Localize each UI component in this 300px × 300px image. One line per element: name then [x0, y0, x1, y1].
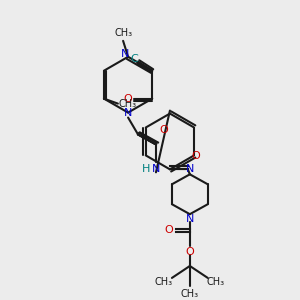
Text: CH₃: CH₃ [114, 28, 132, 38]
Text: O: O [160, 125, 168, 136]
Text: CH₃: CH₃ [207, 277, 225, 287]
Text: CH₃: CH₃ [181, 289, 199, 299]
Text: O: O [191, 152, 200, 161]
Text: N: N [121, 49, 130, 59]
Text: CH₃: CH₃ [155, 277, 173, 287]
Text: O: O [185, 247, 194, 257]
Text: O: O [123, 94, 132, 103]
Text: H: H [142, 164, 150, 174]
Text: CH₃: CH₃ [119, 99, 137, 109]
Text: N: N [124, 108, 132, 118]
Text: C: C [130, 54, 138, 64]
Text: O: O [165, 225, 173, 235]
Text: N: N [152, 164, 160, 174]
Text: N: N [186, 214, 194, 224]
Text: N: N [186, 164, 194, 174]
